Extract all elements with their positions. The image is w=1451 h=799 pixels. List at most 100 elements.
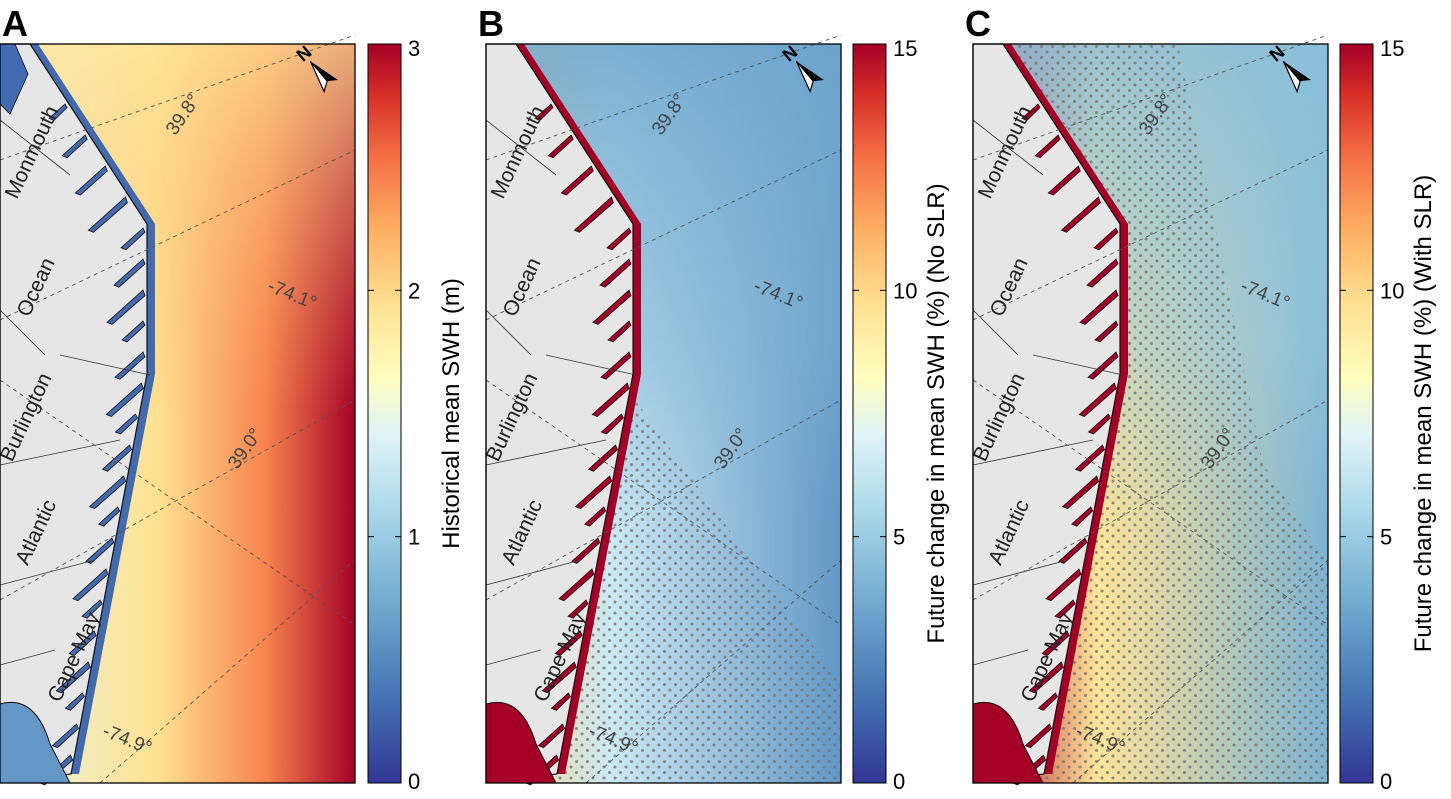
graticule-line	[972, 149, 1329, 321]
bay-wetland	[1037, 692, 1058, 711]
bay-wetland	[97, 506, 121, 527]
colorbar-tick-label: 1	[408, 525, 420, 550]
bay-wetland	[1034, 134, 1061, 159]
bay-wetland	[55, 661, 91, 694]
bay-wetland	[547, 134, 574, 159]
bay-wetland	[1070, 506, 1094, 527]
colorbar-tick-label: 5	[893, 525, 905, 550]
colorbar-label: Historical mean SWH (m)	[438, 278, 465, 549]
bay-wetland	[1079, 289, 1119, 325]
bay-wetland	[558, 568, 595, 602]
graticule-line	[485, 34, 842, 161]
bay-wetland	[1045, 568, 1082, 602]
bay-wetland	[114, 351, 146, 380]
north-arrow-half	[796, 61, 824, 82]
map-frame	[0, 43, 356, 784]
colorbar-tick-label: 15	[893, 36, 917, 61]
bay-wetland	[592, 289, 632, 325]
county-border	[0, 439, 121, 466]
colorbar-tick-label: 0	[408, 769, 420, 794]
map-frame	[972, 43, 1329, 784]
bay-wetland	[1087, 351, 1119, 380]
bay-wetland	[560, 165, 594, 196]
colorbar-tick-label: 0	[893, 769, 905, 794]
colorbar-tick-label: 10	[1380, 278, 1404, 303]
county-border	[485, 649, 542, 666]
graticule-line	[0, 399, 356, 601]
bay-wetland	[1060, 196, 1101, 233]
colorbar-c: 0 5 10 15 Future change in mean SWH (%) (Wit…	[1339, 36, 1437, 794]
bay-wetland	[88, 475, 127, 510]
delaware-bay	[0, 702, 71, 784]
north-arrow-half	[309, 60, 328, 94]
bay-wetland	[106, 289, 146, 325]
graticule-line	[99, 559, 356, 784]
land-mass	[0, 43, 148, 784]
county-border	[485, 559, 582, 586]
north-arrow-half	[1283, 61, 1311, 82]
colorbar-gradient	[852, 43, 887, 784]
county-border	[485, 119, 557, 176]
bay-wetland	[1061, 475, 1100, 510]
graticule-line	[0, 149, 356, 321]
county-border	[59, 354, 151, 376]
bay-wetland	[113, 258, 146, 288]
bay-wetland	[85, 537, 115, 564]
bay-wetland	[1074, 444, 1105, 472]
county-border	[972, 649, 1029, 666]
bay-wetland	[1047, 165, 1081, 196]
colorbar-tick-label: 15	[1380, 36, 1404, 61]
colorbar-tick-label: 0	[1380, 769, 1392, 794]
colorbar-gradient	[367, 43, 402, 784]
delaware-bay	[972, 702, 1044, 784]
county-border	[0, 309, 46, 356]
bay-wetland	[101, 444, 132, 472]
panel-label: C	[965, 3, 991, 44]
bay-wetland	[591, 382, 630, 417]
bay-wetland	[68, 630, 97, 656]
bay-wetland	[587, 444, 618, 472]
bay-wetland	[61, 134, 88, 159]
colorbar-tick-label: 2	[408, 278, 420, 303]
bay-wetland	[567, 599, 589, 619]
north-arrow-half	[310, 61, 338, 82]
colorbar-a: 0 1 2 3 Historical mean SWH (m)	[367, 36, 465, 794]
bay-wetland	[51, 723, 79, 749]
bay-wetland	[1041, 630, 1070, 656]
panel-label: B	[478, 3, 504, 44]
bay-wetland	[1024, 723, 1052, 749]
county-border	[0, 119, 71, 176]
bay-wetland	[81, 599, 103, 619]
county-border	[485, 309, 532, 356]
colorbar-tick-label: 5	[1380, 525, 1392, 550]
bay-wetland	[537, 723, 565, 749]
graticule-line	[972, 34, 1329, 161]
graticule-line	[485, 149, 842, 321]
bay-wetland	[1078, 382, 1117, 417]
graticule-line	[972, 399, 1329, 601]
north-arrow-half	[795, 60, 814, 94]
bay-wetland	[114, 413, 138, 435]
bay-wetland	[1054, 599, 1076, 619]
map-frame	[485, 43, 842, 784]
bay-wetland	[1021, 103, 1041, 121]
bay-wetland	[541, 661, 577, 694]
bay-wetland	[550, 692, 571, 711]
delaware-bay	[485, 702, 557, 784]
graticule-line	[485, 399, 842, 601]
county-border	[485, 439, 607, 466]
bay-wetland	[74, 165, 108, 196]
county-border	[972, 119, 1044, 176]
colorbar-tick-label: 10	[893, 278, 917, 303]
bay-wetland	[600, 413, 624, 435]
county-border	[1032, 354, 1124, 376]
bay-wetland	[606, 227, 632, 251]
north-arrow-half	[1282, 60, 1301, 94]
bay-wetland	[607, 320, 632, 343]
bay-wetland	[574, 475, 613, 510]
bay-wetland	[48, 103, 68, 121]
bay-wetland	[120, 227, 146, 251]
bay-wetland	[573, 196, 614, 233]
